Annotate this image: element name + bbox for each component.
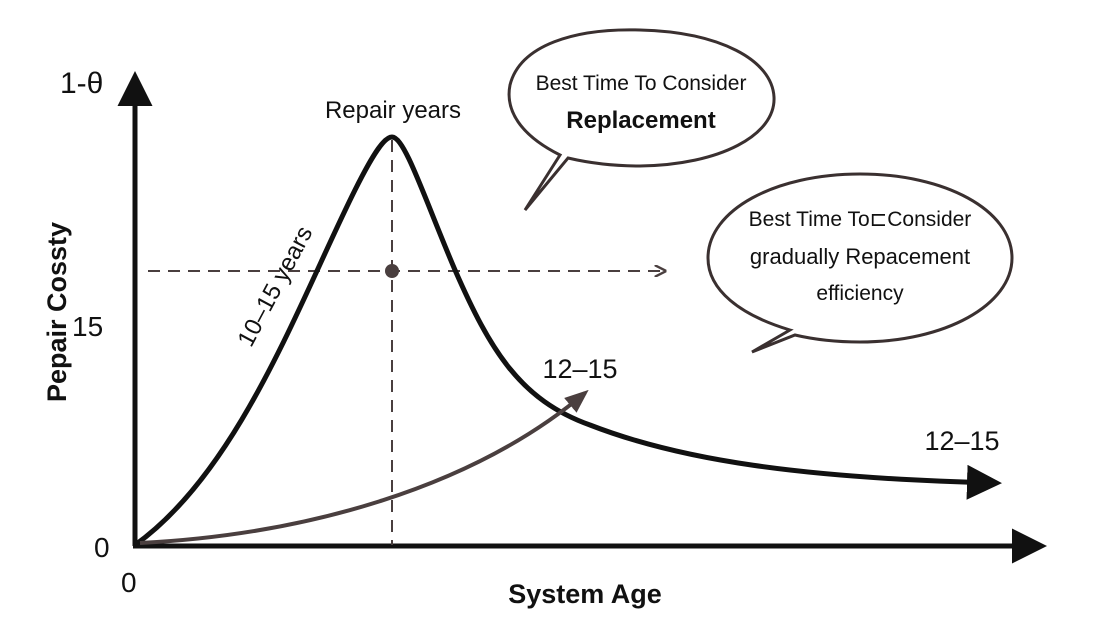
annotation: 12–15 [542,354,617,384]
bubble-text: gradually Repacement [750,244,970,269]
x-axis-title: System Age [508,579,662,609]
bubble-text: Replacement [566,107,715,134]
speech-bubble [507,28,776,211]
y-axis-title: Pepair Cossty [42,222,72,402]
bubble-text: Best Time To⊏Consider [749,208,972,231]
intersection-dot [385,264,399,278]
y-label: 1-θ [60,67,103,100]
y-label: 15 [72,311,103,342]
annotation: 12–15 [924,426,999,456]
bubble-text: efficiency [816,282,904,305]
speech-bubble [706,172,1014,354]
y-label: 0 [94,532,110,563]
bubble-text: Best Time To Consider [536,72,747,95]
annotation: Repair years [325,97,461,124]
x-label: 0 [121,567,137,598]
lower-curve [139,389,589,545]
repair-cost-curve [133,134,1002,548]
